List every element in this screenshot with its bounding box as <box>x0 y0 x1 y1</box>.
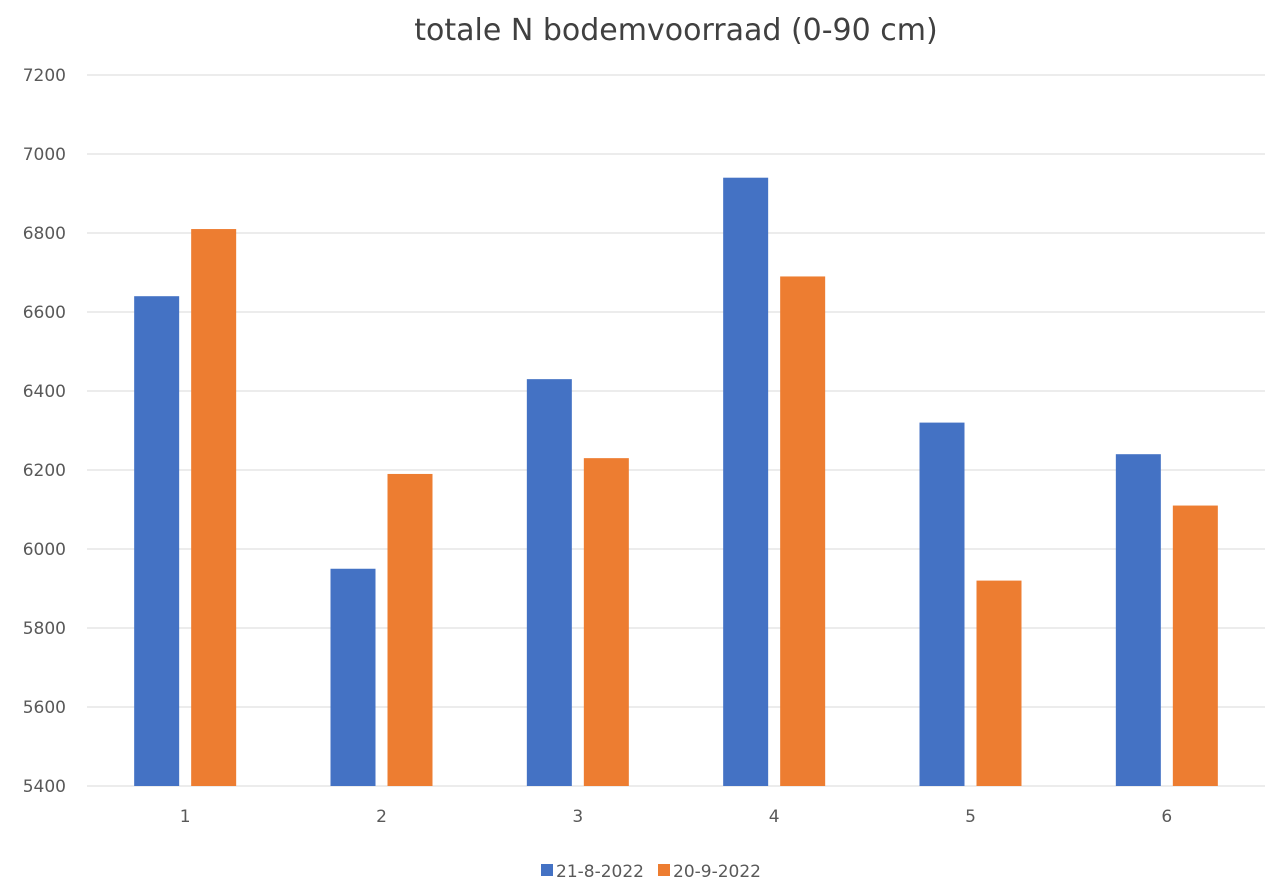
legend-label: 21-8-2022 <box>556 862 644 882</box>
y-tick-label: 5400 <box>23 777 66 797</box>
y-tick-label: 7200 <box>23 66 66 86</box>
bar-series-1-category-6 <box>1115 454 1161 786</box>
y-tick-label: 6600 <box>23 303 66 323</box>
bar-series-1-category-1 <box>134 296 180 786</box>
bar-series-2-category-2 <box>387 473 433 786</box>
gridlines <box>87 74 1265 787</box>
x-axis-ticks: 1 2 3 4 5 6 <box>180 807 1172 827</box>
bar-series-2-category-4 <box>780 276 826 786</box>
bar-series-1-category-5 <box>919 422 965 786</box>
x-tick-label: 6 <box>1161 807 1172 827</box>
y-axis-ticks: 5400 5600 5800 6000 6200 6400 6600 6800 7000 7200 <box>23 66 66 797</box>
y-tick-label: 6000 <box>23 540 66 560</box>
y-tick-label: 6800 <box>23 224 66 244</box>
bar-series-2-category-5 <box>976 580 1022 786</box>
x-tick-label: 2 <box>376 807 387 827</box>
y-tick-label: 5800 <box>23 619 66 639</box>
legend-label: 20-9-2022 <box>673 862 761 882</box>
y-tick-label: 6400 <box>23 382 66 402</box>
bar-series-2-category-1 <box>191 229 237 787</box>
x-tick-label: 5 <box>965 807 976 827</box>
y-tick-label: 5600 <box>23 698 66 718</box>
bar-series-1-category-4 <box>723 177 769 786</box>
bars <box>134 177 1218 787</box>
chart-title: totale N bodemvoorraad (0-90 cm) <box>414 13 937 48</box>
x-tick-label: 1 <box>180 807 191 827</box>
y-tick-label: 6200 <box>23 461 66 481</box>
y-tick-label: 7000 <box>23 145 66 165</box>
legend-swatch <box>658 864 670 876</box>
legend: 21-8-2022 20-9-2022 <box>541 862 761 882</box>
bar-series-2-category-6 <box>1172 505 1218 786</box>
bar-series-2-category-3 <box>583 458 629 786</box>
x-tick-label: 3 <box>572 807 583 827</box>
x-tick-label: 4 <box>769 807 780 827</box>
bar-series-1-category-2 <box>330 568 376 786</box>
bar-series-1-category-3 <box>526 379 572 786</box>
legend-swatch <box>541 864 553 876</box>
